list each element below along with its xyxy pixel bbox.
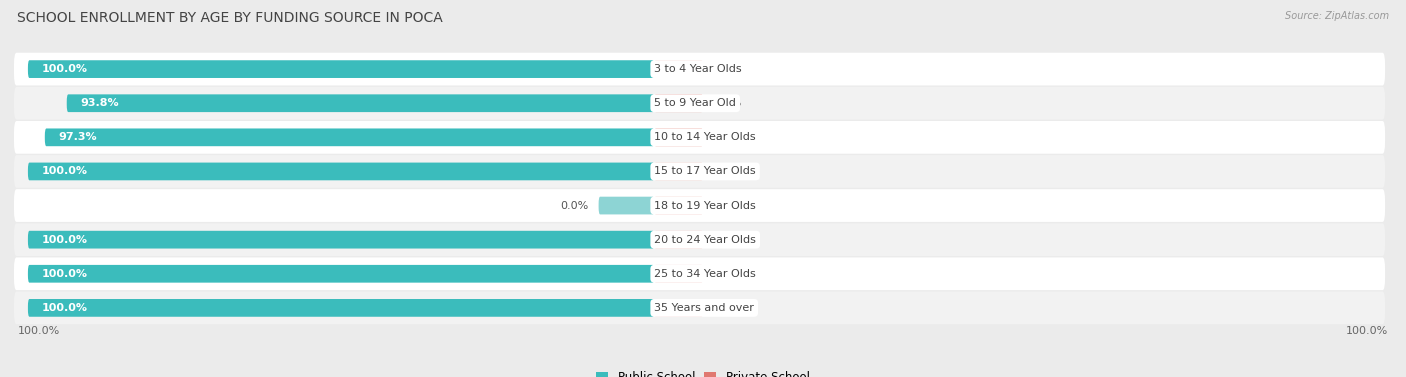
FancyBboxPatch shape bbox=[14, 53, 1385, 86]
Text: 0.0%: 0.0% bbox=[713, 201, 742, 211]
Text: SCHOOL ENROLLMENT BY AGE BY FUNDING SOURCE IN POCA: SCHOOL ENROLLMENT BY AGE BY FUNDING SOUR… bbox=[17, 11, 443, 25]
FancyBboxPatch shape bbox=[45, 129, 654, 146]
FancyBboxPatch shape bbox=[654, 60, 703, 78]
FancyBboxPatch shape bbox=[28, 299, 654, 317]
FancyBboxPatch shape bbox=[28, 265, 654, 283]
Text: 100.0%: 100.0% bbox=[42, 64, 87, 74]
Text: 0.0%: 0.0% bbox=[713, 166, 742, 176]
Text: 0.0%: 0.0% bbox=[713, 303, 742, 313]
FancyBboxPatch shape bbox=[654, 197, 703, 215]
Text: 0.0%: 0.0% bbox=[713, 269, 742, 279]
Text: 15 to 17 Year Olds: 15 to 17 Year Olds bbox=[654, 166, 756, 176]
Text: 25 to 34 Year Olds: 25 to 34 Year Olds bbox=[654, 269, 756, 279]
Text: 5 to 9 Year Old: 5 to 9 Year Old bbox=[654, 98, 737, 108]
Text: 0.0%: 0.0% bbox=[713, 64, 742, 74]
FancyBboxPatch shape bbox=[28, 231, 654, 248]
Text: 93.8%: 93.8% bbox=[80, 98, 120, 108]
FancyBboxPatch shape bbox=[14, 189, 1385, 222]
Text: 3 to 4 Year Olds: 3 to 4 Year Olds bbox=[654, 64, 742, 74]
Text: 100.0%: 100.0% bbox=[42, 303, 87, 313]
FancyBboxPatch shape bbox=[654, 129, 703, 146]
Text: 10 to 14 Year Olds: 10 to 14 Year Olds bbox=[654, 132, 756, 143]
Text: 6.3%: 6.3% bbox=[713, 98, 742, 108]
FancyBboxPatch shape bbox=[654, 265, 703, 283]
Text: Source: ZipAtlas.com: Source: ZipAtlas.com bbox=[1285, 11, 1389, 21]
FancyBboxPatch shape bbox=[14, 87, 1385, 120]
Legend: Public School, Private School: Public School, Private School bbox=[592, 366, 814, 377]
Text: 2.7%: 2.7% bbox=[713, 132, 742, 143]
Text: 97.3%: 97.3% bbox=[59, 132, 97, 143]
Text: 100.0%: 100.0% bbox=[1347, 326, 1389, 336]
Text: 35 Years and over: 35 Years and over bbox=[654, 303, 754, 313]
Text: 100.0%: 100.0% bbox=[17, 326, 59, 336]
FancyBboxPatch shape bbox=[654, 94, 703, 112]
Text: 18 to 19 Year Olds: 18 to 19 Year Olds bbox=[654, 201, 756, 211]
FancyBboxPatch shape bbox=[14, 121, 1385, 154]
Text: 100.0%: 100.0% bbox=[42, 269, 87, 279]
FancyBboxPatch shape bbox=[28, 60, 654, 78]
FancyBboxPatch shape bbox=[66, 94, 654, 112]
FancyBboxPatch shape bbox=[14, 223, 1385, 256]
FancyBboxPatch shape bbox=[654, 162, 703, 180]
Text: 100.0%: 100.0% bbox=[42, 234, 87, 245]
Text: 20 to 24 Year Olds: 20 to 24 Year Olds bbox=[654, 234, 756, 245]
FancyBboxPatch shape bbox=[28, 162, 654, 180]
FancyBboxPatch shape bbox=[14, 291, 1385, 324]
Text: 0.0%: 0.0% bbox=[560, 201, 588, 211]
FancyBboxPatch shape bbox=[14, 257, 1385, 290]
FancyBboxPatch shape bbox=[654, 231, 703, 248]
Text: 100.0%: 100.0% bbox=[42, 166, 87, 176]
Text: 0.0%: 0.0% bbox=[713, 234, 742, 245]
FancyBboxPatch shape bbox=[654, 299, 703, 317]
FancyBboxPatch shape bbox=[599, 197, 654, 215]
FancyBboxPatch shape bbox=[14, 155, 1385, 188]
